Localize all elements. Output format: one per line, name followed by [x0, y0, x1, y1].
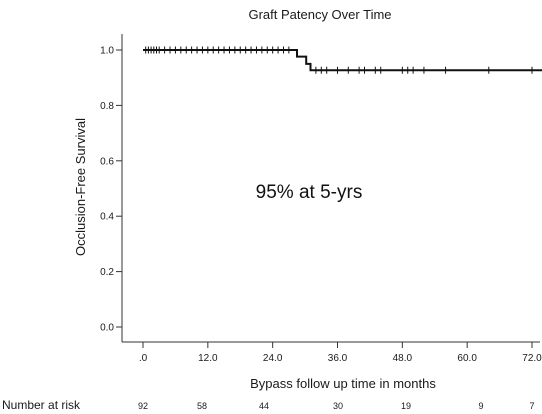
y-tick-label: 0.8 — [100, 101, 114, 112]
risk-value: 19 — [401, 401, 411, 411]
chart-title: Graft Patency Over Time — [248, 7, 391, 22]
risk-value: 92 — [138, 401, 148, 411]
x-tick-label: 24.0 — [263, 353, 283, 364]
risk-value: 7 — [529, 401, 534, 411]
x-tick-label: 36.0 — [328, 353, 348, 364]
survival-curve — [143, 49, 542, 72]
survival-annotation: 95% at 5-yrs — [256, 182, 363, 203]
x-axis-label: Bypass follow up time in months — [250, 376, 436, 391]
y-tick-label: 0.4 — [100, 212, 114, 223]
y-tick-label: 0.0 — [100, 323, 114, 334]
risk-value: 44 — [259, 401, 269, 411]
risk-value: 30 — [333, 401, 343, 411]
y-axis-label: Occlusion-Free Survival — [73, 118, 88, 256]
y-tick-label: 0.2 — [100, 267, 114, 278]
risk-table-values: 92 58 44 30 19 9 7 — [138, 401, 535, 411]
x-tick-label: 60.0 — [457, 353, 477, 364]
x-tick-label: .0 — [139, 353, 148, 364]
axes: 0.0 0.2 0.4 0.6 0.8 1.0 .0 12.0 24.0 36.0 48.0 60.0… — [100, 34, 542, 364]
risk-value: 58 — [197, 401, 207, 411]
x-tick-label: 72.0 — [522, 353, 542, 364]
risk-value: 9 — [478, 401, 483, 411]
y-tick-label: 0.6 — [100, 156, 114, 167]
x-tick-label: 48.0 — [393, 353, 413, 364]
risk-table-label: Number at risk — [2, 398, 81, 412]
y-tick-label: 1.0 — [100, 46, 114, 57]
plot-layer — [143, 46, 542, 74]
x-tick-label: 12.0 — [198, 353, 218, 364]
